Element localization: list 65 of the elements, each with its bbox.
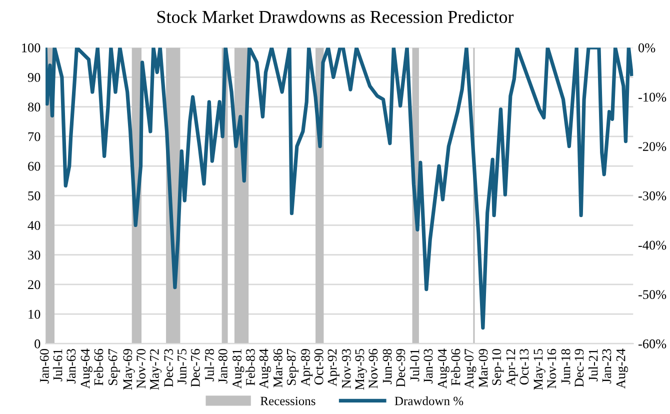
y2-tick-label: -10% xyxy=(638,92,666,102)
x-tick-label: Jan-80 xyxy=(218,348,228,384)
y2-tick-label: 0% xyxy=(638,43,656,52)
x-tick-label: Jul-21 xyxy=(588,349,598,382)
x-tick-label: Jul-01 xyxy=(410,349,420,382)
x-tick-label: Dec-76 xyxy=(190,348,200,387)
x-tick-label: Nov-96 xyxy=(368,348,378,388)
y2-tick-label: -40% xyxy=(638,240,666,250)
y2-tick-label: -30% xyxy=(638,191,666,200)
y-tick-label: 50 xyxy=(28,191,40,200)
y-tick-label: 20 xyxy=(28,280,40,290)
x-tick-label: Jul-78 xyxy=(204,348,214,382)
x-tick-label: Mar-09 xyxy=(478,349,488,388)
x-tick-label: Dec-19 xyxy=(574,349,584,387)
x-tick-label: Aug-07 xyxy=(464,348,476,389)
x-tick-label: Nov-93 xyxy=(342,348,351,388)
x-tick-label: Jan-23 xyxy=(602,349,612,384)
x-tick-label: Apr-89 xyxy=(301,349,313,386)
x-tick-label: May-72 xyxy=(150,349,162,390)
y-tick-label: 90 xyxy=(28,73,40,82)
y-tick-label: 60 xyxy=(28,162,40,171)
x-tick-label: Jan-03 xyxy=(424,349,433,384)
x-tick-label: Sep-87 xyxy=(286,348,298,385)
x-tick-label: Nov-16 xyxy=(547,348,556,388)
x-tick-label: Aug-24 xyxy=(616,348,628,389)
y2-tick-label: -60% xyxy=(638,339,666,348)
x-tick-label: Oct-90 xyxy=(314,348,324,385)
x-tick-label: Jan-60 xyxy=(40,348,49,384)
x-tick-label: Dec-99 xyxy=(396,349,406,387)
x-tick-label: Apr-12 xyxy=(506,349,518,386)
x-tick-label: Dec-73 xyxy=(164,349,174,387)
x-tick-label: Jun-18 xyxy=(561,348,570,384)
x-tick-label: Feb-83 xyxy=(246,348,255,386)
x-tick-label: May-15 xyxy=(534,349,546,390)
x-tick-label: Aug-04 xyxy=(438,348,450,389)
x-tick-label: May-95 xyxy=(355,349,367,390)
y-tick-label: 70 xyxy=(28,132,40,142)
y-tick-label: 10 xyxy=(28,310,40,319)
x-tick-label: Aug-64 xyxy=(80,348,92,389)
x-tick-label: Feb-06 xyxy=(450,348,460,386)
line-series xyxy=(46,48,634,330)
legend-label: Recessions xyxy=(260,396,316,406)
y-tick-label: 0 xyxy=(34,339,40,348)
y-tick-label: 100 xyxy=(22,43,40,52)
legend-label: Drawdown % xyxy=(394,396,464,406)
x-tick-label: Jun-75 xyxy=(178,348,186,384)
x-tick-label: Oct-13 xyxy=(520,348,529,385)
y2-tick-label: -20% xyxy=(638,142,666,152)
x-tick-label: Jan-63 xyxy=(66,349,76,384)
y-tick-label: 40 xyxy=(28,221,40,230)
x-tick-label: Jul-61 xyxy=(52,349,62,382)
chart-title: Stock Market Drawdowns as Recession Predictor xyxy=(157,10,514,24)
y2-tick-label: -50% xyxy=(638,290,666,300)
x-tick-label: Jun-98 xyxy=(382,348,392,384)
x-tick-label: Aug-84 xyxy=(259,348,271,389)
x-tick-label: Sep-10 xyxy=(492,348,504,385)
x-tick-label: Feb-66 xyxy=(94,348,104,386)
x-tick-label: Aug-81 xyxy=(232,349,244,389)
y-tick-label: 80 xyxy=(28,102,40,112)
x-tick-label: Mar-86 xyxy=(273,348,282,388)
x-tick-label: May-69 xyxy=(123,349,135,390)
y-tick-label: 30 xyxy=(28,250,40,260)
x-tick-label: Apr-92 xyxy=(328,349,340,386)
x-tick-label: Nov-70 xyxy=(136,348,146,388)
x-tick-label: Sep-67 xyxy=(108,348,120,385)
